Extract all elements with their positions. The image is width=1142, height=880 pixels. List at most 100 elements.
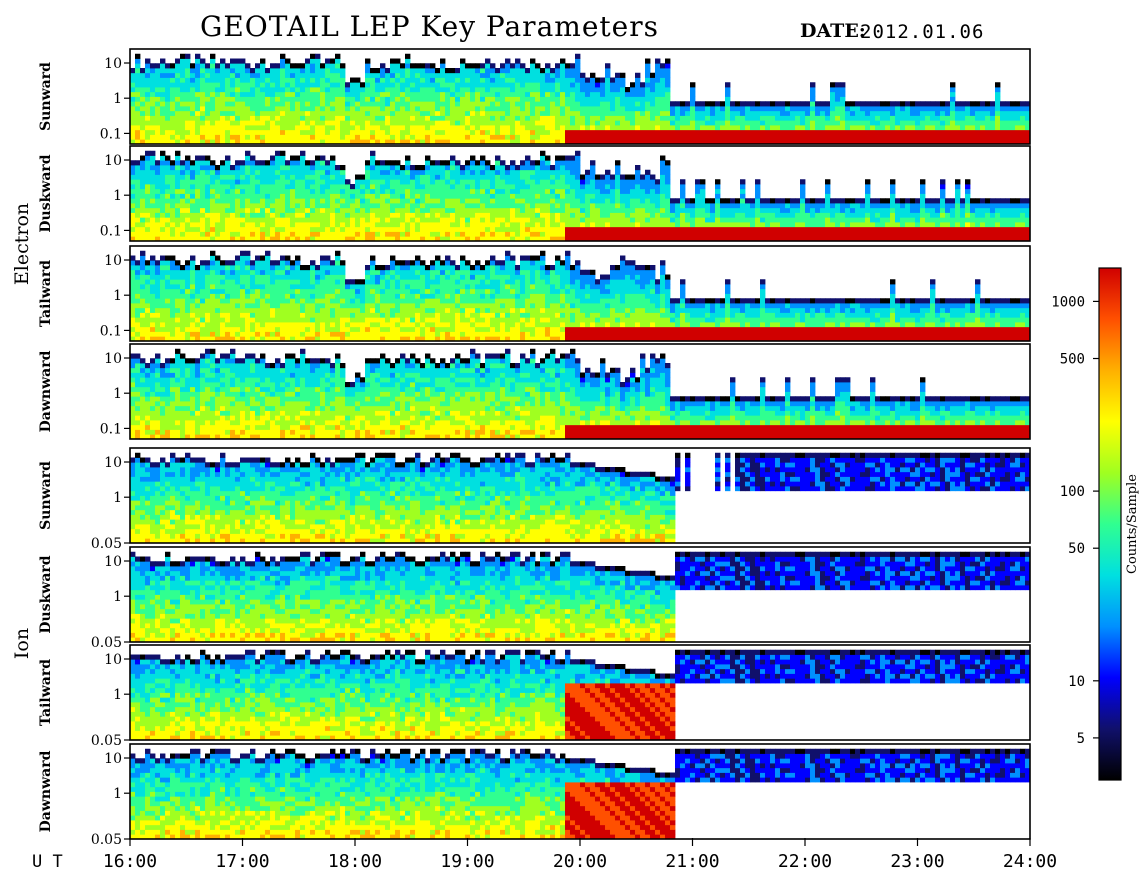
heatmap-cell xyxy=(865,222,871,228)
heatmap-cell xyxy=(510,101,516,107)
heatmap-cell xyxy=(565,82,571,88)
heatmap-cell xyxy=(260,68,266,74)
heatmap-cell xyxy=(540,155,546,161)
heatmap-cell xyxy=(765,106,771,112)
heatmap-cell xyxy=(345,115,351,121)
heatmap-cell xyxy=(760,203,766,209)
heatmap-cell xyxy=(335,120,341,126)
heatmap-cell xyxy=(635,77,641,83)
heatmap-cell xyxy=(750,198,756,204)
heatmap-cell xyxy=(575,231,581,237)
heatmap-cell xyxy=(170,134,176,140)
heatmap-cell xyxy=(225,87,231,93)
heatmap-cell xyxy=(280,129,286,135)
heatmap-cell xyxy=(535,110,541,116)
heatmap-cell xyxy=(550,129,556,135)
heatmap-cell xyxy=(965,226,971,232)
heatmap-cell xyxy=(335,91,341,97)
heatmap-cell xyxy=(715,207,721,213)
heatmap-cell xyxy=(150,87,156,93)
heatmap-cell xyxy=(520,184,526,190)
heatmap-cell xyxy=(425,174,431,180)
heatmap-cell xyxy=(355,101,361,107)
heatmap-cell xyxy=(695,188,701,194)
heatmap-cell xyxy=(440,120,446,126)
heatmap-cell xyxy=(455,222,461,228)
heatmap-cell xyxy=(710,226,716,232)
heatmap-cell xyxy=(640,82,646,88)
heatmap-cell xyxy=(565,155,571,161)
heatmap-cell xyxy=(315,188,321,194)
heatmap-cell xyxy=(590,188,596,194)
heatmap-cell xyxy=(250,184,256,190)
heatmap-cell xyxy=(910,222,916,228)
heatmap-cell xyxy=(255,212,261,218)
heatmap-cell xyxy=(140,129,146,135)
heatmap-cell xyxy=(820,120,826,126)
heatmap-cell xyxy=(210,169,216,175)
heatmap-cell xyxy=(530,222,536,228)
heatmap-cell xyxy=(280,160,286,166)
heatmap-cell xyxy=(335,134,341,140)
heatmap-cell xyxy=(565,160,571,166)
heatmap-cell xyxy=(890,125,896,131)
heatmap-cell xyxy=(145,198,151,204)
heatmap-cell xyxy=(950,139,956,145)
heatmap-cell xyxy=(250,68,256,74)
heatmap-cell xyxy=(655,101,661,107)
heatmap-cell xyxy=(170,188,176,194)
heatmap-cell xyxy=(835,91,841,97)
heatmap-cell xyxy=(535,222,541,228)
heatmap-cell xyxy=(200,91,206,97)
heatmap-cell xyxy=(310,236,316,242)
heatmap-cell xyxy=(535,129,541,135)
heatmap-cell xyxy=(305,198,311,204)
heatmap-cell xyxy=(455,91,461,97)
heatmap-cell xyxy=(970,139,976,145)
heatmap-cell xyxy=(195,217,201,223)
heatmap-cell xyxy=(245,179,251,185)
heatmap-cell xyxy=(235,198,241,204)
heatmap-cell xyxy=(135,110,141,116)
heatmap-cell xyxy=(395,115,401,121)
heatmap-cell xyxy=(150,207,156,213)
heatmap-cell xyxy=(130,174,136,180)
heatmap-cell xyxy=(560,212,566,218)
heatmap-cell xyxy=(380,179,386,185)
heatmap-cell xyxy=(985,207,991,213)
heatmap-cell xyxy=(510,96,516,102)
heatmap-cell xyxy=(135,188,141,194)
heatmap-cell xyxy=(960,120,966,126)
heatmap-cell xyxy=(625,101,631,107)
heatmap-cell xyxy=(540,115,546,121)
heatmap-cell xyxy=(270,120,276,126)
heatmap-cell xyxy=(940,236,946,242)
heatmap-cell xyxy=(605,226,611,232)
heatmap-cell xyxy=(390,87,396,93)
heatmap-cell xyxy=(490,115,496,121)
heatmap-cell xyxy=(745,217,751,223)
heatmap-cell xyxy=(445,212,451,218)
heatmap-cell xyxy=(755,120,761,126)
heatmap-cell xyxy=(445,160,451,166)
heatmap-cell xyxy=(460,165,466,171)
heatmap-cell xyxy=(310,110,316,116)
heatmap-cell xyxy=(650,236,656,242)
heatmap-cell xyxy=(740,203,746,209)
heatmap-cell xyxy=(270,63,276,69)
heatmap-cell xyxy=(920,207,926,213)
heatmap-cell xyxy=(180,217,186,223)
heatmap-cell xyxy=(845,120,851,126)
heatmap-cell xyxy=(885,129,891,135)
heatmap-cell xyxy=(210,193,216,199)
heatmap-cell xyxy=(310,63,316,69)
heatmap-cell xyxy=(400,110,406,116)
heatmap-cell xyxy=(165,160,171,166)
heatmap-cell xyxy=(685,115,691,121)
heatmap-cell xyxy=(160,96,166,102)
heatmap-cell xyxy=(800,207,806,213)
heatmap-cell xyxy=(515,129,521,135)
heatmap-cell xyxy=(630,222,636,228)
heatmap-cell xyxy=(915,129,921,135)
